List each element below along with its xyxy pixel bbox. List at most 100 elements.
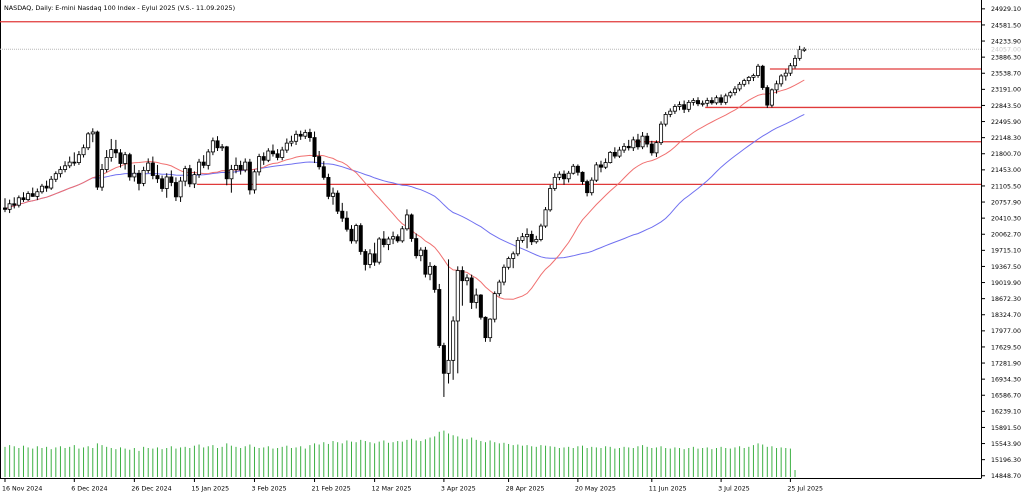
candle-body-bearish <box>261 156 266 161</box>
candle-body-bullish <box>266 150 271 161</box>
candle <box>474 288 479 309</box>
candle <box>183 165 188 187</box>
candle <box>136 169 141 191</box>
candle <box>520 232 525 243</box>
candle-body-bullish <box>455 270 460 322</box>
candle-body-bearish <box>635 139 640 148</box>
candle <box>557 171 562 181</box>
candle <box>682 100 687 114</box>
candle <box>381 231 386 248</box>
candle <box>100 163 105 191</box>
candle-body-bullish <box>779 75 784 85</box>
candle <box>72 152 77 166</box>
y-tick-label-24: 16586.70 <box>991 393 1021 400</box>
candle-body-bullish <box>367 253 372 265</box>
candle-body-bullish <box>788 65 793 74</box>
candle <box>423 246 428 278</box>
candle-body-bearish <box>224 146 229 180</box>
candle <box>53 171 58 183</box>
candle <box>742 78 747 87</box>
candle-body-bearish <box>238 164 243 171</box>
candle-body-bearish <box>187 168 192 185</box>
candle <box>783 69 788 81</box>
y-tick-label-28: 15196.30 <box>991 457 1021 464</box>
candle-body-bullish <box>769 89 774 106</box>
candle <box>603 158 608 170</box>
candle <box>432 264 437 293</box>
candle-body-bearish <box>529 233 534 243</box>
candle-body-bearish <box>12 203 17 206</box>
candle-body-bearish <box>441 345 446 374</box>
candle-body-bullish <box>418 249 423 257</box>
candle-body-bullish <box>594 164 599 181</box>
candle-body-bullish <box>86 133 91 149</box>
candle <box>284 138 289 153</box>
y-tick-label-6: 22843.50 <box>991 103 1021 110</box>
candle-body-bearish <box>719 97 724 103</box>
candle <box>326 173 331 200</box>
candle <box>497 279 502 297</box>
candle <box>797 45 802 61</box>
candle <box>460 266 465 306</box>
candle-body-bullish <box>622 145 627 151</box>
candle-body-bullish <box>732 88 737 94</box>
candle-body-bearish <box>469 277 474 303</box>
candle-body-bullish <box>677 104 682 107</box>
candle <box>67 156 72 169</box>
candle <box>677 101 682 111</box>
candle-body-bullish <box>705 100 710 104</box>
candle <box>312 131 317 164</box>
candle <box>178 176 183 202</box>
candle <box>367 249 372 269</box>
candle <box>39 183 44 194</box>
candle <box>765 85 770 108</box>
y-tick-label-7: 22495.90 <box>991 119 1021 126</box>
candle <box>229 164 234 193</box>
candle <box>146 158 151 174</box>
candle-body-bullish <box>497 281 502 295</box>
y-tick-label-12: 20757.90 <box>991 199 1021 206</box>
candle-body-bearish <box>270 150 275 155</box>
candle-body-bullish <box>90 131 95 135</box>
candle <box>44 180 49 192</box>
candle-body-bullish <box>354 225 359 242</box>
candle <box>788 62 793 76</box>
candle-body-bearish <box>150 162 155 176</box>
candle <box>700 100 705 107</box>
candle-body-bearish <box>395 236 400 242</box>
candle <box>81 144 86 158</box>
y-tick-label-20: 17977.00 <box>991 328 1021 335</box>
candle-body-bearish <box>682 104 687 110</box>
candle-body-bearish <box>30 193 35 197</box>
candle <box>469 274 474 309</box>
candle <box>696 97 701 107</box>
candle-body-bearish <box>247 161 252 191</box>
candle-body-bearish <box>612 151 617 157</box>
y-tick-label-5: 23191.00 <box>991 87 1021 94</box>
candle-body-bearish <box>317 156 322 168</box>
candle-body-bullish <box>400 228 405 242</box>
candle-body-bullish <box>774 83 779 91</box>
candle <box>298 130 303 140</box>
y-tick-label-25: 16239.10 <box>991 409 1021 416</box>
candle-body-bullish <box>566 172 571 180</box>
candle-body-bearish <box>562 173 567 180</box>
candle-body-bearish <box>575 165 580 173</box>
candle-body-bullish <box>404 214 409 230</box>
candle-body-bullish <box>146 162 151 171</box>
horizontal-levels-layer <box>0 21 981 185</box>
candle-body-bullish <box>756 65 761 76</box>
candle-body-bearish <box>460 270 465 282</box>
candle <box>270 144 275 157</box>
candle <box>626 139 631 151</box>
y-tick-label-13: 20410.30 <box>991 216 1021 223</box>
candle <box>400 226 405 243</box>
candle <box>386 236 391 251</box>
candle <box>3 198 8 213</box>
candle <box>414 233 419 259</box>
candle <box>645 132 650 148</box>
y-axis: 24929.10 24581.50 24233.90 23886.30 23538.70… <box>981 6 1021 480</box>
candle <box>566 170 571 183</box>
